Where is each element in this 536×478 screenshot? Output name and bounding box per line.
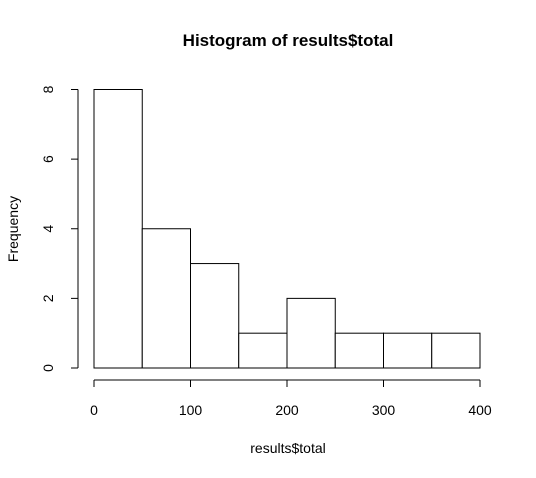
y-tick-label: 6 — [40, 155, 56, 163]
x-axis: 0 100 200 300 400 — [90, 379, 492, 418]
histogram-bar-100-150 — [190, 263, 240, 369]
histogram-bar-150-200 — [238, 332, 288, 369]
x-tick-label: 0 — [90, 402, 98, 418]
histogram-bar-300-350 — [383, 332, 433, 369]
chart-title: Histogram of results$total — [183, 31, 394, 50]
x-tick-label: 300 — [372, 402, 396, 418]
x-tick-label: 100 — [179, 402, 203, 418]
histogram-bar-0-50 — [93, 89, 143, 369]
histogram-bar-200-250 — [286, 297, 336, 369]
y-axis-label: Frequency — [5, 196, 21, 262]
x-tick-label: 200 — [275, 402, 299, 418]
histogram-bar-50-100 — [141, 228, 191, 369]
y-axis: 0 2 4 6 8 — [40, 85, 79, 372]
y-tick-label: 8 — [40, 85, 56, 93]
y-tick-label: 4 — [40, 225, 56, 233]
x-axis-label: results$total — [250, 440, 325, 456]
histogram-bar-350-400 — [431, 332, 481, 369]
y-tick-label: 2 — [40, 294, 56, 302]
histogram-bar-250-300 — [334, 332, 384, 369]
x-tick-label: 400 — [468, 402, 492, 418]
y-tick-label: 0 — [40, 364, 56, 372]
bars-group — [93, 89, 481, 369]
